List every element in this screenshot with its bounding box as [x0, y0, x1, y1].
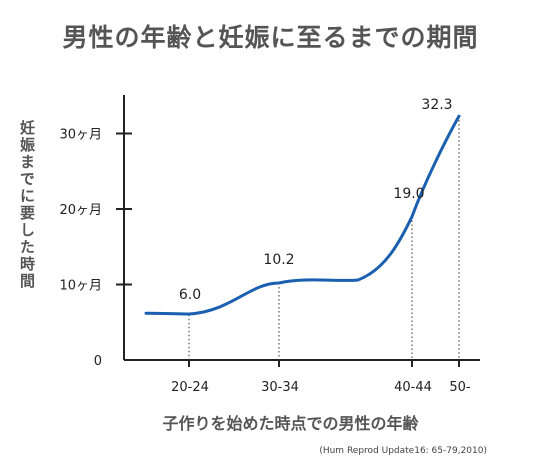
data-label: 19.0: [393, 186, 424, 202]
x-axis-label: 子作りを始めた時点での男性の年齢: [162, 414, 419, 433]
data-label: 10.2: [263, 252, 294, 268]
chart-title: 男性の年齢と妊娠に至るまでの期間: [62, 23, 479, 52]
y-tick-label: 0: [94, 354, 102, 369]
y-axis-label: 妊娠までに要した時間: [18, 120, 36, 290]
y-tick-label: 10ヶ月: [59, 279, 102, 294]
x-tick-label: 30-34: [261, 380, 299, 395]
x-tick-label: 40-44: [394, 380, 432, 395]
series-line: [144, 114, 461, 316]
y-tick-label: 30ヶ月: [59, 128, 102, 143]
x-tick-label: 20-24: [171, 380, 209, 395]
x-tick-label: 50-: [449, 380, 471, 395]
data-label: 6.0: [179, 287, 201, 303]
data-label: 32.3: [421, 97, 452, 113]
source-citation: (Hum Reprod Update16: 65-79,2010): [319, 446, 487, 456]
y-tick-label: 20ヶ月: [59, 203, 102, 218]
